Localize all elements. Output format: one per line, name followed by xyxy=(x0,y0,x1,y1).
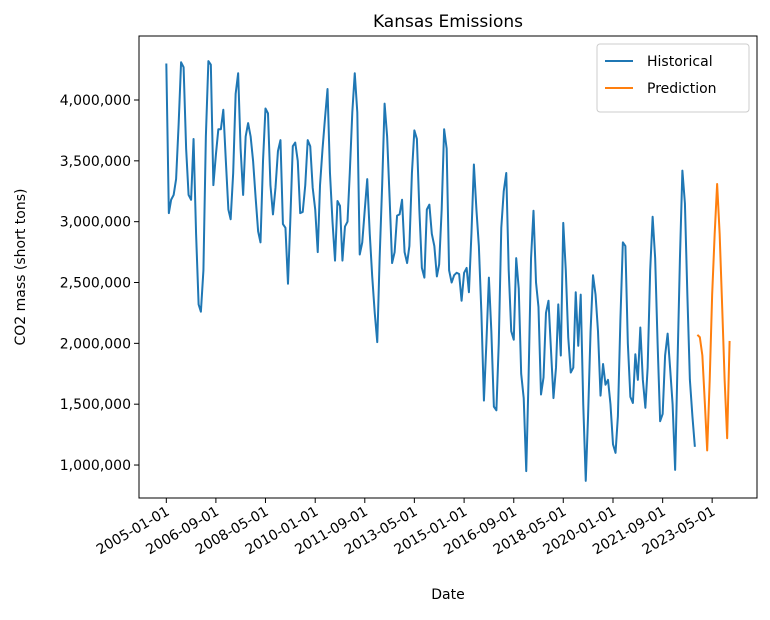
legend-box xyxy=(596,43,750,113)
legend-label: Prediction xyxy=(647,81,717,97)
series-line xyxy=(165,60,696,482)
axes-frame xyxy=(138,35,758,499)
chart-title: Kansas Emissions xyxy=(373,12,523,32)
y-axis-label: CO2 mass (short tons) xyxy=(13,189,29,346)
x-axis-label: Date xyxy=(431,587,464,603)
y-tick-label: 3,000,000 xyxy=(60,215,131,231)
y-tick-label: 1,000,000 xyxy=(60,458,131,474)
series-line xyxy=(696,182,731,452)
legend-label: Historical xyxy=(647,54,713,70)
y-tick-label: 3,500,000 xyxy=(60,154,131,170)
y-tick-label: 2,500,000 xyxy=(60,276,131,292)
y-tick-label: 4,000,000 xyxy=(60,93,131,109)
y-tick-label: 1,500,000 xyxy=(60,397,131,413)
y-tick-label: 2,000,000 xyxy=(60,336,131,352)
